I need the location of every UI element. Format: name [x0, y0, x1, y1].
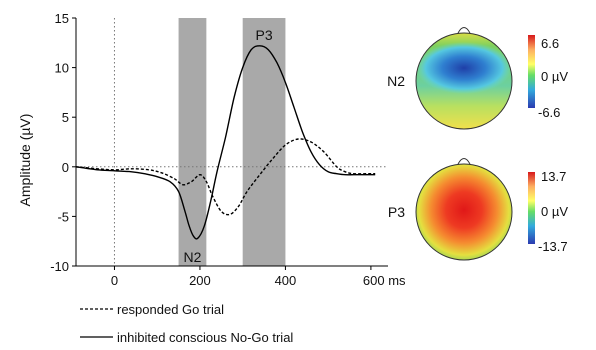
x-tick-label: 400: [275, 273, 297, 288]
nose-icon: [457, 158, 471, 165]
erp-series: [75, 45, 376, 240]
shaded-windows: [178, 18, 286, 266]
legend: responded Go trial inhibited conscious N…: [80, 302, 293, 345]
scale-max-n2: 6.6: [541, 36, 559, 51]
topomap-n2: N2 6.6 0 µV -6.6: [387, 27, 568, 130]
y-tick-label: 0: [62, 160, 69, 175]
scale-mid-p3: 0 µV: [541, 204, 568, 219]
axes: [72, 17, 388, 270]
x-tick-label: 600 ms: [363, 273, 406, 288]
topomap-label-p3: P3: [388, 204, 405, 220]
nose-icon: [457, 27, 471, 34]
colorbar-n2: [528, 35, 535, 108]
erp-plot: -10 -5 0 5 10 15 0 200 400 600 ms N2 P3: [50, 11, 406, 288]
topomap-label-n2: N2: [387, 73, 405, 89]
window-labels: N2 P3: [184, 27, 273, 265]
y-tick-label: 5: [62, 110, 69, 125]
window-label-n2: N2: [184, 249, 202, 265]
shaded-window-p3: [242, 18, 286, 266]
x-tick-label: 200: [189, 273, 211, 288]
series-line-nogo: [75, 45, 376, 240]
scale-min-n2: -6.6: [538, 105, 560, 120]
series-line-go: [75, 138, 376, 216]
reference-lines: [76, 18, 388, 266]
legend-label-go: responded Go trial: [117, 302, 224, 317]
colorbar-p3: [528, 172, 535, 244]
tick-labels: -10 -5 0 5 10 15 0 200 400 600 ms: [50, 11, 406, 288]
head-outline: [415, 163, 513, 261]
scale-mid-n2: 0 µV: [541, 69, 568, 84]
y-tick-label: -10: [50, 259, 69, 274]
y-tick-label: 10: [55, 61, 69, 76]
legend-label-nogo: inhibited conscious No-Go trial: [117, 330, 293, 345]
scale-min-p3: -13.7: [538, 239, 568, 254]
y-tick-label: -5: [57, 209, 69, 224]
scale-max-p3: 13.7: [541, 169, 566, 184]
head-outline: [415, 32, 513, 130]
window-label-p3: P3: [255, 27, 272, 43]
shaded-window-n2: [178, 18, 207, 266]
y-axis-label: Amplitude (µV): [17, 114, 33, 207]
topomap-p3: P3 13.7 0 µV -13.7: [388, 158, 568, 261]
y-tick-label: 15: [55, 11, 69, 26]
x-tick-label: 0: [111, 273, 118, 288]
